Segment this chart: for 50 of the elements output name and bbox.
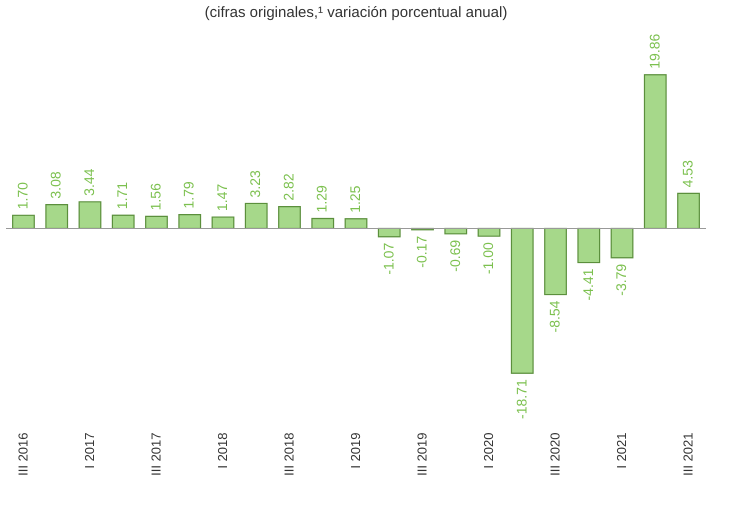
chart-subtitle: (cifras originales,¹ variación porcentual anual): [204, 4, 508, 21]
bar: [145, 216, 168, 230]
bar: [610, 228, 634, 258]
bar: [12, 214, 35, 230]
bar: [112, 214, 135, 230]
data-label: 1.79: [180, 181, 197, 209]
data-label: 3.44: [80, 168, 97, 196]
x-tick-label: I 2021: [614, 432, 630, 469]
data-label: 4.53: [680, 160, 696, 188]
data-label: -0.17: [414, 236, 430, 268]
bar: [244, 202, 268, 230]
data-label: 3.23: [247, 170, 264, 198]
bar: [344, 218, 368, 230]
bar: [544, 228, 567, 296]
data-label: 3.08: [48, 171, 64, 199]
bar: [45, 204, 68, 230]
data-label: -3.79: [613, 264, 630, 296]
data-label: 1.29: [314, 185, 330, 212]
x-tick-label: III 2017: [148, 432, 164, 476]
bar: [510, 228, 534, 374]
bar: [478, 228, 500, 237]
x-tick-label: I 2018: [214, 432, 230, 469]
x-tick-label: III 2020: [548, 432, 563, 476]
data-label: 19.86: [646, 34, 662, 69]
data-label: -4.41: [580, 268, 596, 301]
bar: [677, 192, 700, 230]
bar: [212, 216, 234, 230]
x-tick-label: III 2019: [414, 432, 430, 476]
data-label: 1.56: [147, 182, 164, 210]
bar: [178, 214, 202, 230]
data-label: -1.07: [380, 242, 396, 275]
data-label: -8.54: [546, 300, 563, 332]
data-label: 1.70: [14, 182, 30, 210]
bar: [577, 228, 600, 264]
x-tick-label: I 2017: [82, 432, 97, 469]
x-tick-label: I 2019: [348, 432, 363, 469]
data-label: 1.47: [214, 184, 230, 212]
bar: [78, 201, 102, 230]
data-label: -18.71: [513, 379, 530, 419]
x-tick-label: III 2016: [15, 432, 30, 476]
bar: [278, 206, 301, 230]
x-tick-label: III 2018: [281, 432, 296, 476]
data-label: 2.82: [280, 173, 296, 201]
data-label: -1.00: [480, 242, 496, 274]
data-label: 1.25: [347, 185, 363, 213]
data-label: -0.69: [446, 240, 463, 272]
data-label: 1.71: [114, 182, 130, 210]
x-tick-label: I 2020: [481, 432, 496, 469]
x-tick-label: III 2021: [680, 432, 696, 476]
bar: [644, 74, 667, 230]
